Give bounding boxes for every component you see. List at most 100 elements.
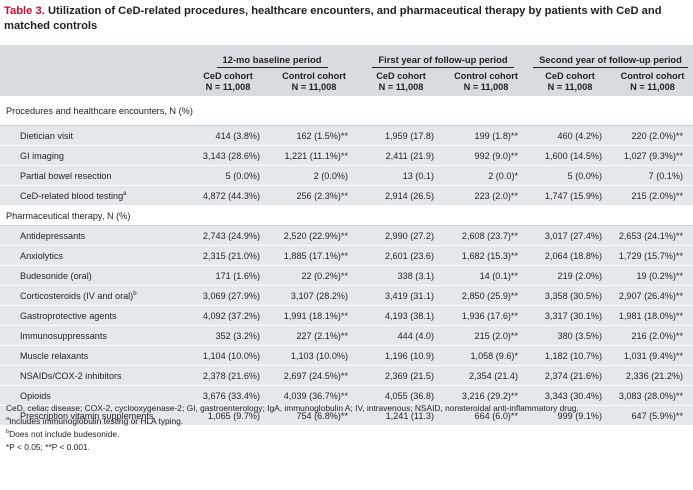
table-row: Prescription vitamin supplements 1,065 (9… — [0, 405, 693, 426]
value-cell: 2 (0.0%) — [270, 165, 358, 186]
value-cell: 1,031 (9.4%)** — [612, 345, 693, 366]
value-cell: 2,336 (21.2%) — [612, 365, 693, 386]
row-label: Opioids — [0, 385, 186, 406]
value-cell: 2,743 (24.9%) — [186, 225, 270, 246]
row-label: Anxiolytics — [0, 245, 186, 266]
value-cell: 1,981 (18.0%)** — [612, 305, 693, 326]
value-cell: 1,991 (18.1%)** — [270, 305, 358, 326]
utilization-table: 12-mo baseline period First year of foll… — [0, 45, 693, 426]
period-header-row: 12-mo baseline period First year of foll… — [0, 45, 693, 68]
value-cell: 3,083 (28.0%)** — [612, 385, 693, 406]
value-cell: 3,358 (30.5%) — [528, 285, 613, 306]
value-cell: 999 (9.1%) — [528, 405, 613, 426]
value-cell: 162 (1.5%)** — [270, 125, 358, 146]
value-cell: 227 (2.1%)** — [270, 325, 358, 346]
table-row: CeD-related blood testinga 4,872 (44.3%) 2… — [0, 185, 693, 206]
table-row: Opioids 3,676 (33.4%) 4,039 (36.7%)** 4,055… — [0, 385, 693, 406]
value-cell: 256 (2.3%)** — [270, 185, 358, 206]
value-cell: 215 (2.0)** — [444, 325, 529, 346]
value-cell: 219 (2.0%) — [528, 265, 613, 286]
value-cell: 4,039 (36.7%)** — [270, 385, 358, 406]
table-row: Budesonide (oral) 171 (1.6%) 22 (0.2%)** 33… — [0, 265, 693, 286]
value-cell: 352 (3.2%) — [186, 325, 270, 346]
value-cell: 754 (6.8%)** — [270, 405, 358, 426]
value-cell: 2,601 (23.6) — [358, 245, 444, 266]
value-cell: 444 (4.0) — [358, 325, 444, 346]
cohort-header-cell: Control cohort N = 11,008 — [612, 68, 693, 97]
value-cell: 2,907 (26.4%)** — [612, 285, 693, 306]
value-cell: 5 (0.0%) — [528, 165, 613, 186]
value-cell: 2,064 (18.8%) — [528, 245, 613, 266]
value-cell: 199 (1.8)** — [444, 125, 529, 146]
value-cell: 3,343 (30.4%) — [528, 385, 613, 406]
value-cell: 1,182 (10.7%) — [528, 345, 613, 366]
table-title: Utilization of CeD-related procedures, h… — [4, 5, 662, 32]
table-row: GI imaging 3,143 (28.6%) 1,221 (11.1%)** 2,… — [0, 145, 693, 166]
value-cell: 4,872 (44.3%) — [186, 185, 270, 206]
footnote-abbreviations: CeD, celiac disease; COX-2, cyclooxygena… — [6, 403, 579, 413]
value-cell: 1,103 (10.0%) — [270, 345, 358, 366]
value-cell: 216 (2.0%)** — [612, 325, 693, 346]
value-cell: 2,369 (21.5) — [358, 365, 444, 386]
corner-cell — [0, 45, 186, 68]
value-cell: 1,600 (14.5%) — [528, 145, 613, 166]
cohort-header-cell: CeD cohort N = 11,008 — [186, 68, 270, 97]
value-cell: 2,354 (21.4) — [444, 365, 529, 386]
row-label: Antidepressants — [0, 225, 186, 246]
table-row: Muscle relaxants 1,104 (10.0%) 1,103 (10.0… — [0, 345, 693, 366]
value-cell: 220 (2.0%)** — [612, 125, 693, 146]
section-header-row: Procedures and healthcare encounters, N … — [0, 96, 693, 126]
value-cell: 2,315 (21.0%) — [186, 245, 270, 266]
row-label: Dietician visit — [0, 125, 186, 146]
cohort-header-cell: Control cohort N = 11,008 — [270, 68, 358, 97]
table-label: Table 3. — [4, 5, 45, 17]
row-label: Gastroprotective agents — [0, 305, 186, 326]
value-cell: 2,697 (24.5%)** — [270, 365, 358, 386]
table-row: Corticosteroids (IV and oral)b 3,069 (27.… — [0, 285, 693, 306]
value-cell: 1,221 (11.1%)** — [270, 145, 358, 166]
footnote-significance: *P < 0.05; **P < 0.001. — [6, 442, 90, 452]
value-cell: 3,419 (31.1) — [358, 285, 444, 306]
value-cell: 1,682 (15.3)** — [444, 245, 529, 266]
table-body: Procedures and healthcare encounters, N … — [0, 96, 693, 426]
table-row: Antidepressants 2,743 (24.9%) 2,520 (22.9%… — [0, 225, 693, 246]
value-cell: 2,374 (21.6%) — [528, 365, 613, 386]
row-label: Immunosuppressants — [0, 325, 186, 346]
section-title: Procedures and healthcare encounters, N … — [0, 96, 693, 126]
value-cell: 2,990 (27.2) — [358, 225, 444, 246]
value-cell: 2,914 (26.5) — [358, 185, 444, 206]
value-cell: 664 (6.0)** — [444, 405, 529, 426]
table-caption: Table 3. Utilization of CeD-related proc… — [4, 4, 688, 34]
value-cell: 3,017 (27.4%) — [528, 225, 613, 246]
value-cell: 1,241 (11.3) — [358, 405, 444, 426]
value-cell: 1,196 (10.9) — [358, 345, 444, 366]
row-label: Partial bowel resection — [0, 165, 186, 186]
cohort-header-cell: CeD cohort N = 11,008 — [358, 68, 444, 97]
row-label: Budesonide (oral) — [0, 265, 186, 286]
table-row: Immunosuppressants 352 (3.2%) 227 (2.1%)**… — [0, 325, 693, 346]
table-row: Gastroprotective agents 4,092 (37.2%) 1,99… — [0, 305, 693, 326]
row-label: Prescription vitamin supplements — [0, 405, 186, 426]
table-row: Dietician visit 414 (3.8%) 162 (1.5%)** 1,9… — [0, 125, 693, 146]
row-label: Corticosteroids (IV and oral)b — [0, 285, 186, 306]
value-cell: 171 (1.6%) — [186, 265, 270, 286]
value-cell: 3,069 (27.9%) — [186, 285, 270, 306]
value-cell: 3,216 (29.2)** — [444, 385, 529, 406]
value-cell: 215 (2.0%)** — [612, 185, 693, 206]
value-cell: 2,850 (25.9)** — [444, 285, 529, 306]
value-cell: 2,653 (24.1%)** — [612, 225, 693, 246]
value-cell: 1,065 (9.7%) — [186, 405, 270, 426]
value-cell: 2,411 (21.9) — [358, 145, 444, 166]
period-header-baseline: 12-mo baseline period — [186, 45, 358, 68]
value-cell: 1,959 (17.8) — [358, 125, 444, 146]
value-cell: 1,027 (9.3%)** — [612, 145, 693, 166]
value-cell: 19 (0.2%)** — [612, 265, 693, 286]
value-cell: 2,520 (22.9%)** — [270, 225, 358, 246]
section-title: Pharmaceutical therapy, N (%) — [0, 205, 693, 226]
row-label: CeD-related blood testinga — [0, 185, 186, 206]
value-cell: 3,676 (33.4%) — [186, 385, 270, 406]
value-cell: 460 (4.2%) — [528, 125, 613, 146]
value-cell: 5 (0.0%) — [186, 165, 270, 186]
row-label: NSAIDs/COX-2 inhibitors — [0, 365, 186, 386]
value-cell: 4,193 (38.1) — [358, 305, 444, 326]
